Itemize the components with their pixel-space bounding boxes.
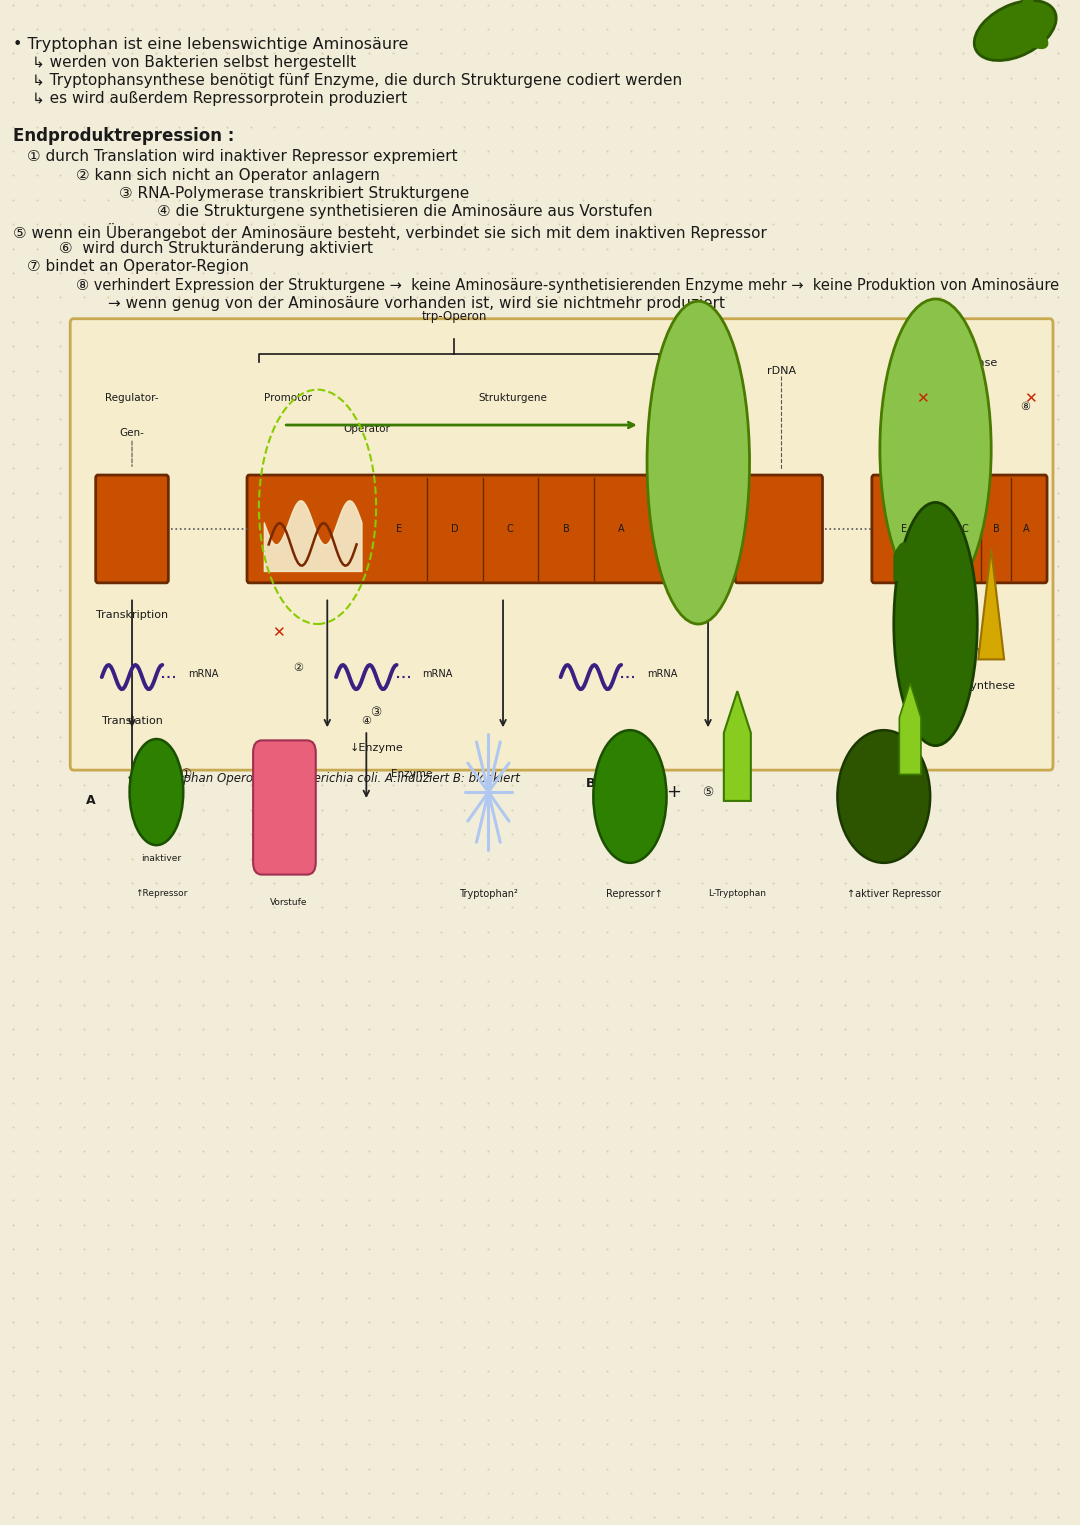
- Text: C: C: [507, 525, 514, 534]
- Ellipse shape: [647, 302, 750, 624]
- Text: Strukturgene: Strukturgene: [478, 393, 548, 403]
- Text: Translation: Translation: [102, 715, 162, 726]
- FancyBboxPatch shape: [247, 474, 686, 583]
- Text: ③: ③: [370, 706, 381, 718]
- Text: ② kann sich nicht an Operator anlagern: ② kann sich nicht an Operator anlagern: [76, 168, 379, 183]
- Polygon shape: [724, 691, 751, 801]
- Text: Vorstufe: Vorstufe: [270, 898, 307, 907]
- Text: ↑Repressor: ↑Repressor: [135, 889, 188, 898]
- Text: Tryptophan Operon bei Escherichia coli. A:induziert B: blockiert: Tryptophan Operon bei Escherichia coli. …: [146, 772, 519, 785]
- FancyBboxPatch shape: [253, 741, 315, 875]
- Text: mRNA: mRNA: [188, 669, 218, 679]
- Text: ①: ①: [180, 769, 191, 781]
- Ellipse shape: [974, 0, 1056, 61]
- Text: A: A: [1024, 525, 1030, 534]
- Text: ⑧: ⑧: [1021, 403, 1030, 412]
- Text: inaktiver: inaktiver: [141, 854, 181, 863]
- Text: ✕: ✕: [272, 625, 285, 640]
- Text: B: B: [993, 525, 999, 534]
- Ellipse shape: [1020, 5, 1049, 34]
- Text: trp-Operon: trp-Operon: [421, 310, 487, 323]
- Ellipse shape: [837, 730, 930, 863]
- Text: ✕: ✕: [917, 390, 929, 406]
- FancyBboxPatch shape: [70, 319, 1053, 770]
- Ellipse shape: [593, 730, 666, 863]
- Text: ↑aktiver Repressor: ↑aktiver Repressor: [847, 889, 941, 900]
- Ellipse shape: [894, 502, 977, 746]
- Text: A: A: [86, 795, 96, 807]
- Text: Operator: Operator: [342, 424, 390, 433]
- Text: Enzyme: Enzyme: [391, 770, 432, 779]
- Text: ⑦: ⑦: [917, 627, 929, 639]
- Text: ④ die Strukturgene synthetisieren die Aminosäure aus Vorstufen: ④ die Strukturgene synthetisieren die Am…: [157, 204, 652, 220]
- Text: Repressor↑: Repressor↑: [607, 889, 663, 900]
- Text: ↳ werden von Bakterien selbst hergestellt: ↳ werden von Bakterien selbst hergestell…: [32, 55, 356, 70]
- Text: Enzymsynthese: Enzymsynthese: [928, 682, 1015, 691]
- Text: ↓Enzyme: ↓Enzyme: [349, 743, 403, 753]
- Text: Gen-: Gen-: [120, 429, 145, 438]
- Text: D: D: [931, 525, 939, 534]
- Text: L-Tryptophan: L-Tryptophan: [708, 889, 767, 898]
- Text: mRNA: mRNA: [647, 669, 677, 679]
- Text: • Tryptophan ist eine lebenswichtige Aminosäure: • Tryptophan ist eine lebenswichtige Ami…: [13, 37, 408, 52]
- Text: E: E: [901, 525, 907, 534]
- Ellipse shape: [130, 740, 184, 845]
- Text: → wenn genug von der Aminosäure vorhanden ist, wird sie nichtmehr produziert: → wenn genug von der Aminosäure vorhande…: [108, 296, 725, 311]
- Text: ⑥  wird durch Strukturänderung aktiviert: ⑥ wird durch Strukturänderung aktiviert: [59, 241, 374, 256]
- Text: rDNA: rDNA: [767, 366, 796, 377]
- Text: ④: ④: [362, 717, 372, 726]
- Text: ⑧ verhindert Expression der Strukturgene →  keine Aminosäure-synthetisierenden E: ⑧ verhindert Expression der Strukturgene…: [76, 278, 1058, 293]
- Text: ↳ Tryptophansynthese benötigt fünf Enzyme, die durch Strukturgene codiert werden: ↳ Tryptophansynthese benötigt fünf Enzym…: [32, 73, 683, 88]
- Text: ⑥: ⑥: [839, 769, 850, 781]
- Ellipse shape: [1023, 27, 1049, 49]
- Text: ②: ②: [293, 663, 303, 673]
- Text: +: +: [666, 782, 681, 801]
- Text: C: C: [962, 525, 969, 534]
- Text: ⑤ wenn ein Überangebot der Aminosäure besteht, verbindet sie sich mit dem inakti: ⑤ wenn ein Überangebot der Aminosäure be…: [13, 223, 767, 241]
- FancyBboxPatch shape: [872, 474, 1047, 583]
- Text: B: B: [586, 776, 596, 790]
- Text: ↳ es wird außerdem Repressorprotein produziert: ↳ es wird außerdem Repressorprotein prod…: [32, 92, 407, 107]
- Text: ⑦ bindet an Operator-Region: ⑦ bindet an Operator-Region: [27, 259, 248, 274]
- Ellipse shape: [1017, 0, 1035, 24]
- Text: ✕: ✕: [1024, 390, 1037, 406]
- Text: D: D: [450, 525, 459, 534]
- Text: Tryptophan²: Tryptophan²: [459, 889, 517, 900]
- Polygon shape: [978, 549, 1004, 659]
- Text: Endproduktrepression :: Endproduktrepression :: [13, 127, 234, 145]
- Text: keine: keine: [957, 645, 987, 656]
- Text: E: E: [396, 525, 402, 534]
- Text: ⑤: ⑤: [702, 785, 714, 799]
- Ellipse shape: [880, 299, 991, 599]
- Text: mRNA: mRNA: [422, 669, 453, 679]
- Text: Regulator-: Regulator-: [105, 393, 159, 403]
- Text: A: A: [619, 525, 625, 534]
- FancyBboxPatch shape: [96, 474, 168, 583]
- Text: Transkription: Transkription: [96, 610, 168, 619]
- FancyBboxPatch shape: [735, 474, 823, 583]
- Text: ① durch Translation wird inaktiver Repressor expremiert: ① durch Translation wird inaktiver Repre…: [27, 149, 458, 165]
- Text: B: B: [563, 525, 569, 534]
- Text: ③ RNA-Polymerase transkribiert Strukturgene: ③ RNA-Polymerase transkribiert Strukturg…: [119, 186, 469, 201]
- Polygon shape: [900, 683, 921, 775]
- Text: RNA-Polymerase: RNA-Polymerase: [906, 357, 998, 368]
- Text: Promotor: Promotor: [265, 393, 312, 403]
